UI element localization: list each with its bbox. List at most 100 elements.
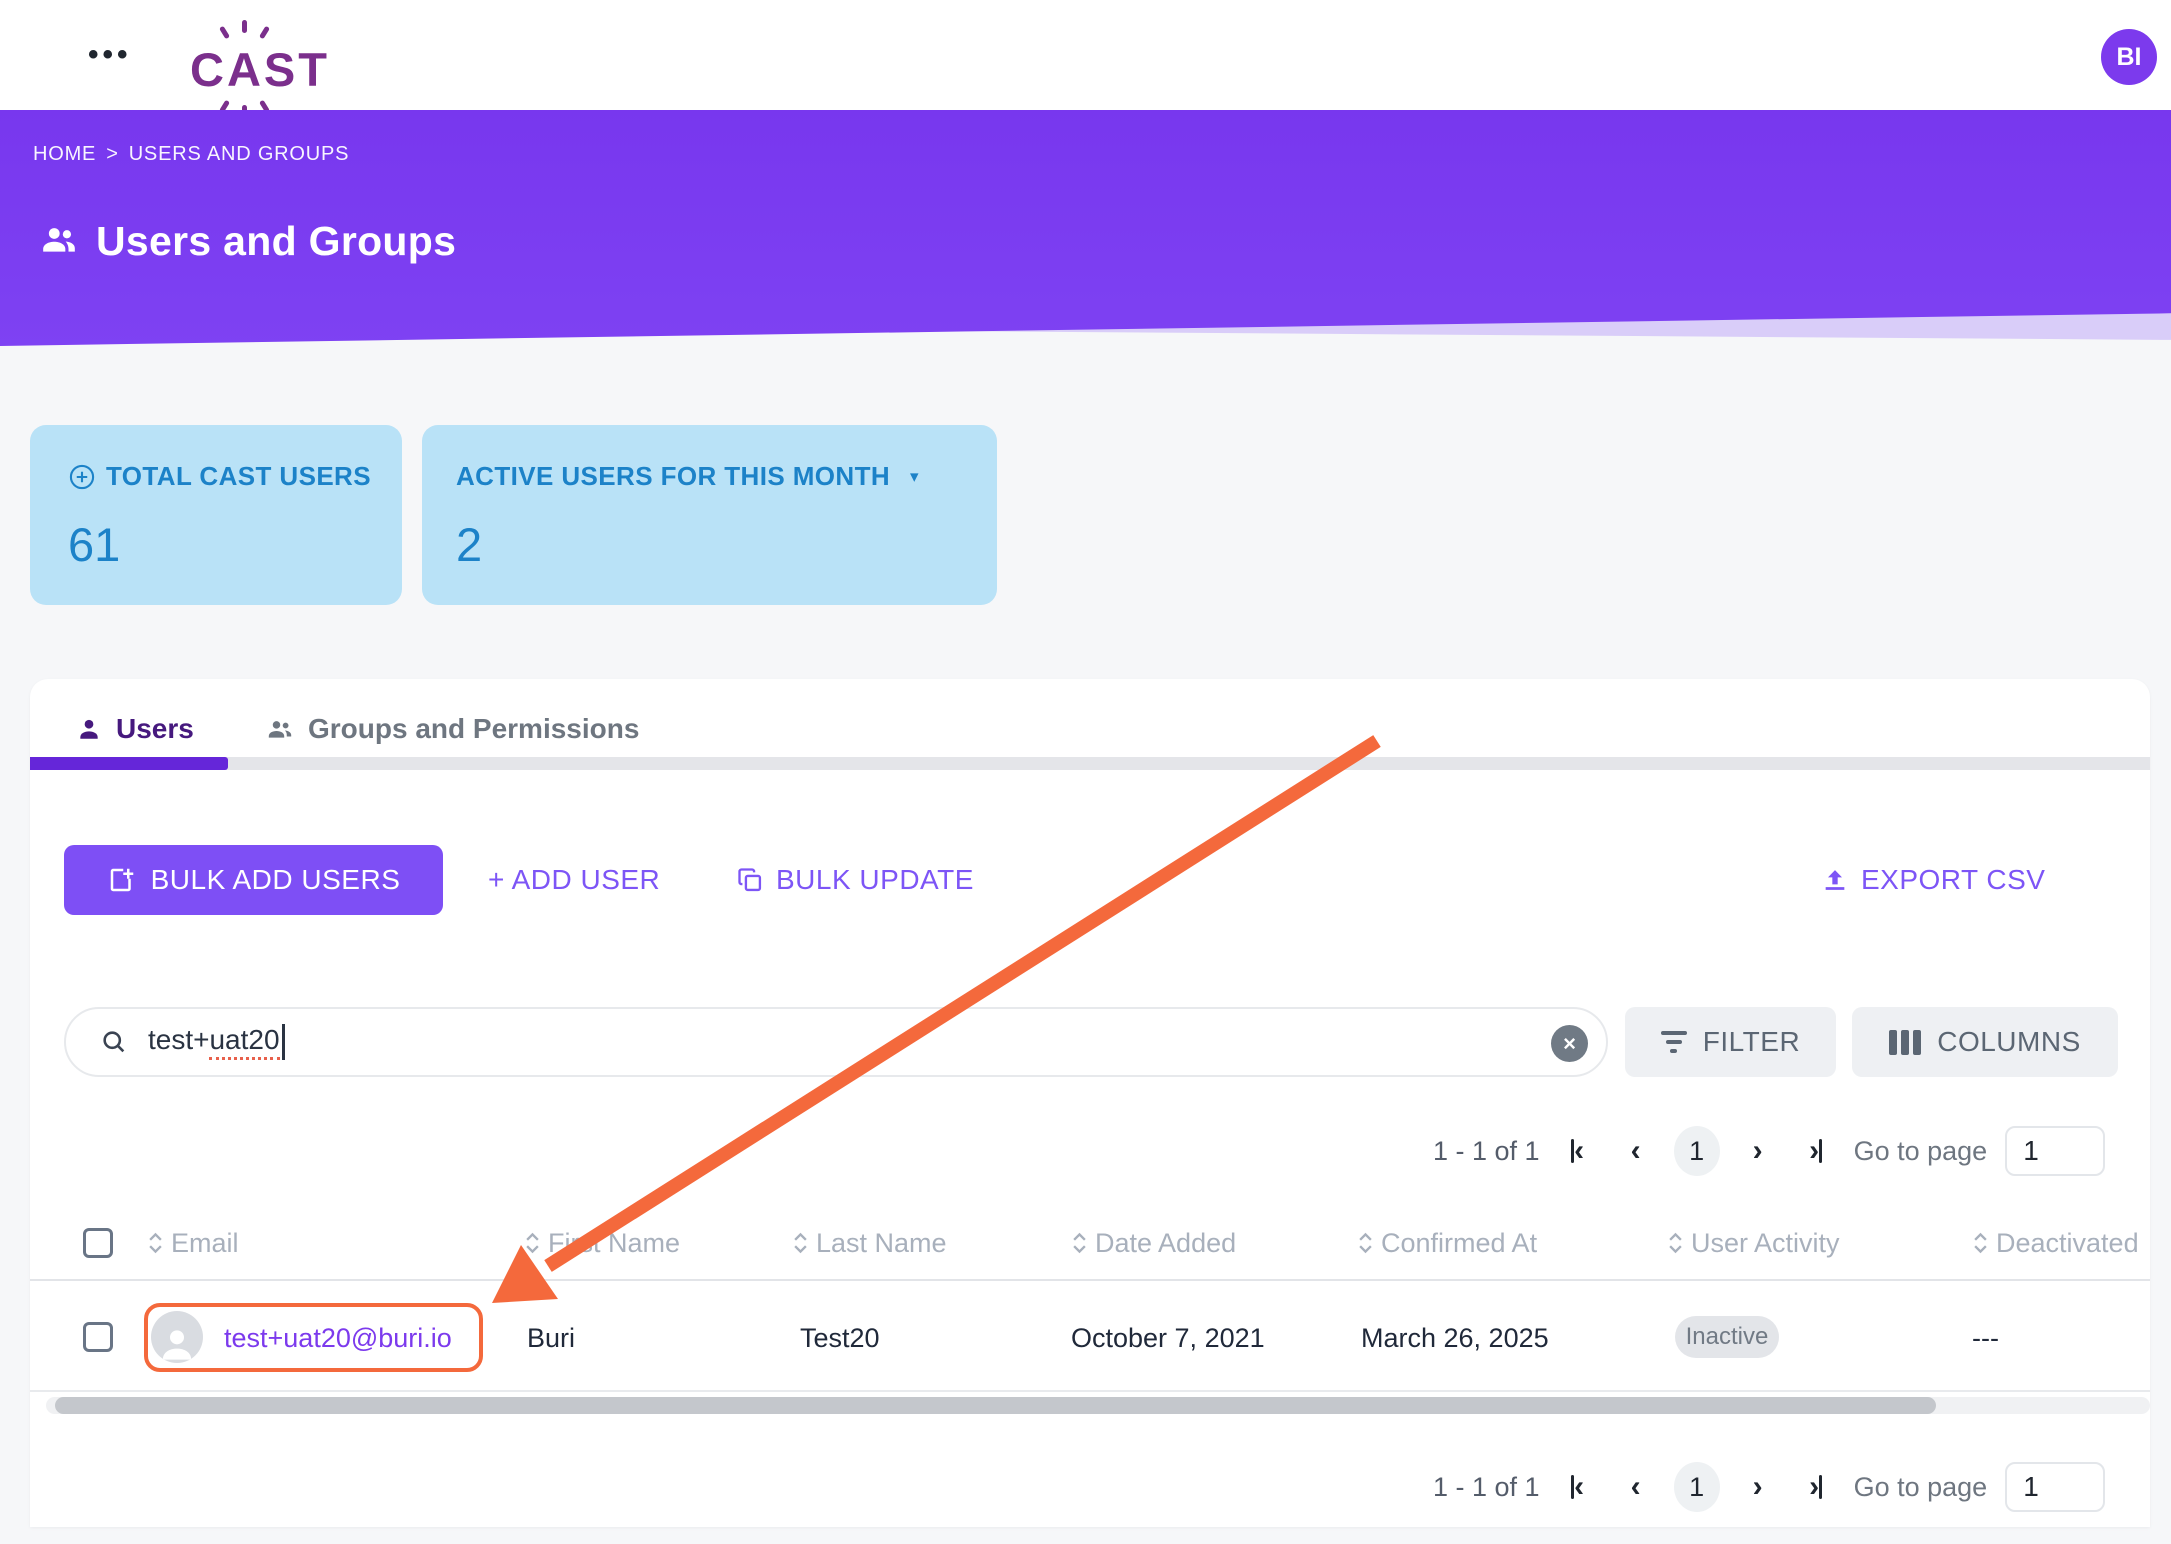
- user-avatar[interactable]: BI: [2101, 29, 2157, 85]
- logo-ray: [242, 20, 247, 33]
- sort-icon: [794, 1232, 807, 1254]
- breadcrumb-current: USERS AND GROUPS: [128, 143, 350, 165]
- go-to-page-label: Go to page: [1853, 1135, 1988, 1166]
- date-added-cell: October 7, 2021: [1071, 1322, 1265, 1353]
- current-page-button[interactable]: 1: [1673, 1126, 1720, 1176]
- tab-groups-and-permissions[interactable]: Groups and Permissions: [266, 713, 639, 745]
- users-table-card: Users Groups and Permissions BULK ADD US…: [30, 679, 2150, 1527]
- person-icon: [76, 716, 102, 742]
- breadcrumb-home-link[interactable]: HOME: [33, 143, 97, 165]
- search-value: test+ uat20: [148, 1024, 280, 1060]
- people-icon: [40, 220, 78, 263]
- first-page-button[interactable]: ‹: [1558, 1467, 1598, 1507]
- copy-icon: [736, 866, 764, 894]
- active-users-card[interactable]: ACTIVE USERS FOR THIS MONTH ▾ 2: [422, 425, 997, 605]
- circle-plus-icon: [68, 463, 96, 491]
- bulk-add-users-label: BULK ADD USERS: [150, 864, 401, 895]
- upload-icon: [1821, 866, 1849, 894]
- bulk-update-label: BULK UPDATE: [776, 864, 974, 895]
- first-page-button[interactable]: ‹: [1558, 1131, 1598, 1171]
- first-name-cell: Buri: [527, 1322, 576, 1353]
- last-page-button[interactable]: ›: [1796, 1467, 1836, 1507]
- page-header-banner: HOME > USERS AND GROUPS Users and Groups: [0, 110, 2171, 352]
- column-header-first-name[interactable]: First Name: [525, 1225, 680, 1261]
- column-header-last-name[interactable]: Last Name: [793, 1225, 947, 1261]
- column-header-user-activity[interactable]: User Activity: [1668, 1225, 1840, 1261]
- filter-button[interactable]: FILTER: [1625, 1007, 1836, 1077]
- breadcrumb-separator: >: [106, 143, 119, 165]
- sort-icon: [1974, 1232, 1987, 1254]
- total-users-label: TOTAL CAST USERS: [106, 461, 371, 491]
- go-to-page-input[interactable]: [2005, 1462, 2106, 1512]
- sort-icon: [1669, 1232, 1682, 1254]
- pagination-bottom: 1 - 1 of 1 ‹ ‹ 1 › › Go to page: [1433, 1461, 2106, 1513]
- bulk-update-button[interactable]: BULK UPDATE: [730, 845, 980, 915]
- last-name-cell: Test20: [800, 1322, 880, 1353]
- current-page-button[interactable]: 1: [1673, 1462, 1720, 1512]
- column-header-email[interactable]: Email: [148, 1225, 239, 1261]
- chevron-down-icon[interactable]: ▾: [910, 466, 919, 486]
- spellcheck-underline: uat20: [209, 1024, 280, 1060]
- email-link[interactable]: test+uat20@buri.io: [224, 1322, 452, 1353]
- page-range-label: 1 - 1 of 1: [1433, 1471, 1540, 1502]
- column-header-deactivated[interactable]: Deactivated: [1973, 1225, 2139, 1261]
- add-user-button[interactable]: + ADD USER: [482, 845, 666, 915]
- filter-icon: [1660, 1031, 1687, 1053]
- header-divider: [30, 1279, 2150, 1281]
- previous-page-button[interactable]: ‹: [1630, 1134, 1641, 1167]
- go-to-page-input[interactable]: [2005, 1126, 2106, 1176]
- search-input[interactable]: test+ uat20 ×: [64, 1007, 1608, 1077]
- total-users-card: TOTAL CAST USERS 61: [30, 425, 402, 605]
- user-avatar-placeholder-icon: [151, 1311, 203, 1363]
- export-csv-button[interactable]: EXPORT CSV: [1815, 845, 2051, 915]
- overflow-menu-icon[interactable]: •••: [88, 38, 132, 71]
- people-icon: [266, 715, 294, 743]
- page-range-label: 1 - 1 of 1: [1433, 1135, 1540, 1166]
- breadcrumb: HOME > USERS AND GROUPS: [33, 143, 349, 166]
- active-users-label: ACTIVE USERS FOR THIS MONTH: [456, 461, 891, 491]
- go-to-page-label: Go to page: [1853, 1471, 1988, 1502]
- sort-icon: [1359, 1232, 1372, 1254]
- confirmed-at-cell: March 26, 2025: [1361, 1322, 1549, 1353]
- columns-label: COLUMNS: [1937, 1026, 2081, 1057]
- row-divider: [30, 1390, 2150, 1392]
- tab-users[interactable]: Users: [76, 713, 194, 745]
- column-header-confirmed-at[interactable]: Confirmed At: [1358, 1225, 1537, 1261]
- total-users-value: 61: [68, 518, 121, 571]
- active-tab-underline: [30, 757, 228, 770]
- status-badge: Inactive: [1675, 1316, 1779, 1358]
- deactivated-cell: ---: [1972, 1322, 1999, 1353]
- tab-users-label: Users: [116, 713, 194, 744]
- sort-icon: [526, 1232, 539, 1254]
- email-cell: test+uat20@buri.io: [224, 1320, 452, 1356]
- logo-ray: [258, 25, 271, 40]
- text-cursor: [281, 1024, 285, 1060]
- horizontal-scrollbar: [46, 1397, 2150, 1414]
- clear-search-icon[interactable]: ×: [1551, 1025, 1588, 1062]
- banner-purple-band: [0, 110, 2171, 346]
- cast-logo[interactable]: CAST: [190, 8, 350, 118]
- top-navigation-bar: ••• CAST BI: [0, 0, 2171, 118]
- column-header-date-added[interactable]: Date Added: [1072, 1225, 1236, 1261]
- tab-groups-label: Groups and Permissions: [308, 713, 640, 744]
- page-title: Users and Groups: [96, 218, 457, 264]
- sort-icon: [149, 1232, 162, 1254]
- add-user-label: + ADD USER: [488, 864, 661, 895]
- tab-track: [30, 757, 2150, 770]
- next-page-button[interactable]: ›: [1752, 1470, 1763, 1503]
- last-page-button[interactable]: ›: [1796, 1131, 1836, 1171]
- active-users-value: 2: [456, 518, 483, 571]
- next-page-button[interactable]: ›: [1752, 1134, 1763, 1167]
- logo-wordmark: CAST: [190, 43, 330, 96]
- sort-icon: [1073, 1232, 1086, 1254]
- row-checkbox[interactable]: [83, 1322, 113, 1352]
- columns-button[interactable]: COLUMNS: [1852, 1007, 2118, 1077]
- bulk-add-users-button[interactable]: BULK ADD USERS: [64, 845, 443, 915]
- select-all-checkbox[interactable]: [83, 1228, 113, 1258]
- columns-icon: [1889, 1029, 1922, 1055]
- pagination-top: 1 - 1 of 1 ‹ ‹ 1 › › Go to page: [1433, 1125, 2106, 1177]
- logo-ray: [218, 25, 231, 40]
- horizontal-scrollbar-thumb[interactable]: [55, 1397, 1936, 1414]
- previous-page-button[interactable]: ‹: [1630, 1470, 1641, 1503]
